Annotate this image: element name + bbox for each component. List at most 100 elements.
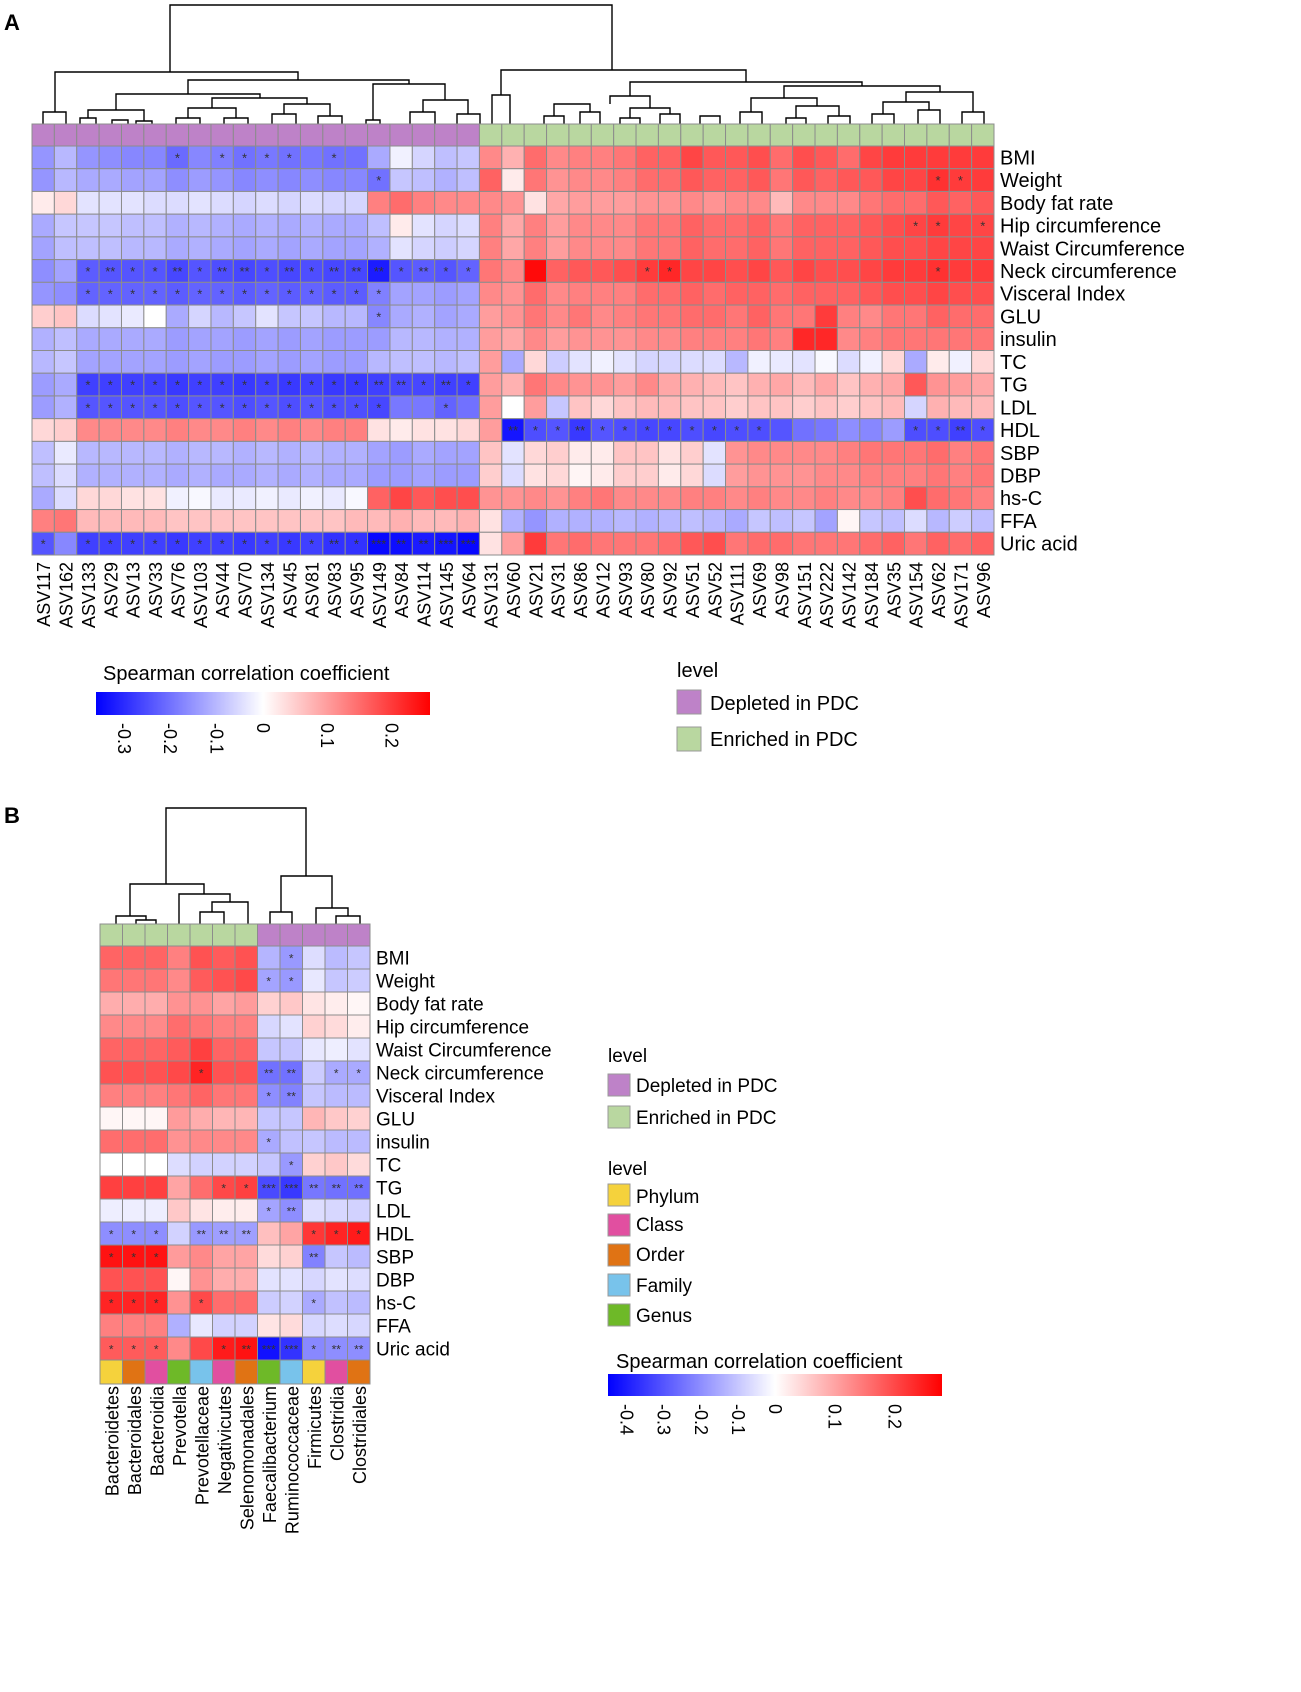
star-ldl-asv29: * xyxy=(108,400,113,415)
cell-tg-bacteroidia xyxy=(144,1175,168,1200)
cell-ffa-bacteroidales xyxy=(122,1313,146,1338)
cell-bmi-asv222 xyxy=(814,145,838,170)
cell-ffa-asv51 xyxy=(680,509,704,533)
group-bar-cell-ruminococcaceae xyxy=(279,923,303,947)
cell-tc-asv52 xyxy=(702,350,727,374)
cell-dbp-asv111 xyxy=(725,463,749,488)
cell-sbp-asv96 xyxy=(971,440,995,465)
cell-dbp-asv80 xyxy=(635,463,659,488)
cell-bmi-asv142 xyxy=(836,145,861,170)
star-tg-faecalibacterium: *** xyxy=(262,1182,276,1196)
cell-insulin-clostridia xyxy=(324,1129,348,1154)
cell-ldl-asv93 xyxy=(613,395,637,420)
cell-tc-negativicutes xyxy=(212,1152,236,1177)
cell-tc-asv133 xyxy=(76,350,100,374)
cell-ffa-bacteroidetes xyxy=(99,1313,123,1338)
star-uric-acid-ruminococcaceae: *** xyxy=(284,1343,298,1357)
cell-hip-circumference-faecalibacterium xyxy=(257,1014,281,1039)
cell-dbp-prevotella xyxy=(167,1267,191,1292)
cell-tc-asv33 xyxy=(143,350,167,374)
cell-visceral-index-prevotellaceae xyxy=(189,1083,213,1108)
cell-insulin-bacteroidales xyxy=(122,1129,146,1154)
star-tg-asv149: ** xyxy=(374,378,384,393)
cell-hdl-asv133 xyxy=(76,418,100,442)
cell-bmi-asv86 xyxy=(568,145,592,170)
cell-insulin-asv95 xyxy=(344,327,369,351)
cell-visceral-index-asv142 xyxy=(836,281,861,306)
cell-sbp-asv33 xyxy=(143,440,167,465)
cell-weight-negativicutes xyxy=(212,968,236,993)
cell-sbp-asv145 xyxy=(434,440,458,465)
col-label-asv184: ASV184 xyxy=(862,562,882,628)
cell-sbp-asv131 xyxy=(478,440,503,465)
row-label-visceral-index: Visceral Index xyxy=(1000,284,1125,306)
cell-glu-asv98 xyxy=(769,304,794,329)
cell-sbp-asv84 xyxy=(389,440,413,465)
cell-ffa-asv81 xyxy=(299,509,324,533)
cell-tc-asv29 xyxy=(98,350,122,374)
cell-sbp-asv29 xyxy=(98,440,122,465)
star-neck-circumference-asv33: * xyxy=(153,264,158,279)
star-neck-circumference-asv95: ** xyxy=(351,264,361,279)
star-visceral-index-asv103: * xyxy=(197,287,202,302)
cell-hs-c-asv44 xyxy=(210,486,234,511)
cell-weight-asv114 xyxy=(411,168,436,192)
panel-b-colorbar-title: Spearman correlation coefficient xyxy=(616,1351,903,1373)
cell-visceral-index-asv131 xyxy=(478,281,503,306)
star-neck-circumference-asv70: ** xyxy=(239,264,249,279)
group-bar-cell-asv35 xyxy=(881,123,906,147)
cell-sbp-asv21 xyxy=(523,440,548,465)
panel-b-taxon-swatch-phylum xyxy=(607,1183,631,1207)
cell-waist-circumference-asv51 xyxy=(680,236,704,261)
col-label-asv13: ASV13 xyxy=(124,562,144,618)
col-label-asv96: ASV96 xyxy=(974,562,994,618)
col-label-prevotellaceae: Prevotellaceae xyxy=(192,1386,212,1505)
star-uric-acid-asv44: * xyxy=(220,537,225,552)
row-label-hip-circumference: Hip circumference xyxy=(376,1018,529,1039)
star-uric-acid-asv45: * xyxy=(287,537,292,552)
cell-waist-circumference-asv131 xyxy=(478,236,503,261)
star-ldl-asv133: * xyxy=(85,400,90,415)
cell-visceral-index-selenomonadales xyxy=(234,1083,258,1108)
col-label-prevotella: Prevotella xyxy=(170,1385,190,1466)
cell-sbp-asv154 xyxy=(904,440,928,465)
cell-hs-c-asv222 xyxy=(814,486,838,511)
star-neck-circumference-asv44: ** xyxy=(217,264,227,279)
cell-ffa-asv86 xyxy=(568,509,592,533)
cell-bmi-asv117 xyxy=(31,145,55,170)
star-uric-acid-asv83: ** xyxy=(329,537,339,552)
star-uric-acid-faecalibacterium: *** xyxy=(262,1343,276,1357)
cell-dbp-asv69 xyxy=(747,463,771,488)
cell-sbp-asv45 xyxy=(277,440,301,465)
cell-bmi-clostridiales xyxy=(347,945,371,970)
cell-waist-circumference-asv93 xyxy=(613,236,637,261)
panel-b-legend-swatch-depleted xyxy=(607,1073,631,1097)
cell-visceral-index-asv96 xyxy=(971,281,995,306)
cell-ffa-asv95 xyxy=(344,509,369,533)
cell-waist-circumference-asv69 xyxy=(747,236,771,261)
cell-tc-asv83 xyxy=(322,350,346,374)
cell-glu-asv80 xyxy=(635,304,659,329)
cell-visceral-index-asv145 xyxy=(434,281,458,306)
cell-bmi-asv31 xyxy=(546,145,570,170)
panel-b-legend-title: level xyxy=(608,1046,647,1067)
cell-bmi-asv81 xyxy=(299,145,324,170)
cell-dbp-asv95 xyxy=(344,463,369,488)
star-visceral-index-asv44: * xyxy=(220,287,225,302)
cell-tg-prevotella xyxy=(167,1175,191,1200)
cell-bmi-asv60 xyxy=(501,145,525,170)
star-neck-circumference-ruminococcaceae: ** xyxy=(287,1067,297,1081)
cell-tg-asv154 xyxy=(904,372,928,397)
cell-sbp-asv52 xyxy=(702,440,727,465)
cell-dbp-asv133 xyxy=(76,463,100,488)
star-neck-circumference-asv92: * xyxy=(667,264,672,279)
cell-body-fat-rate-asv70 xyxy=(232,190,257,215)
cell-visceral-index-asv93 xyxy=(613,281,637,306)
cell-body-fat-rate-asv13 xyxy=(120,190,145,215)
cell-waist-circumference-asv83 xyxy=(322,236,346,261)
cell-tc-asv35 xyxy=(881,350,906,374)
colorbar-tick-0-3: -0.3 xyxy=(114,723,134,754)
cell-bmi-asv52 xyxy=(702,145,727,170)
cell-dbp-asv60 xyxy=(501,463,525,488)
